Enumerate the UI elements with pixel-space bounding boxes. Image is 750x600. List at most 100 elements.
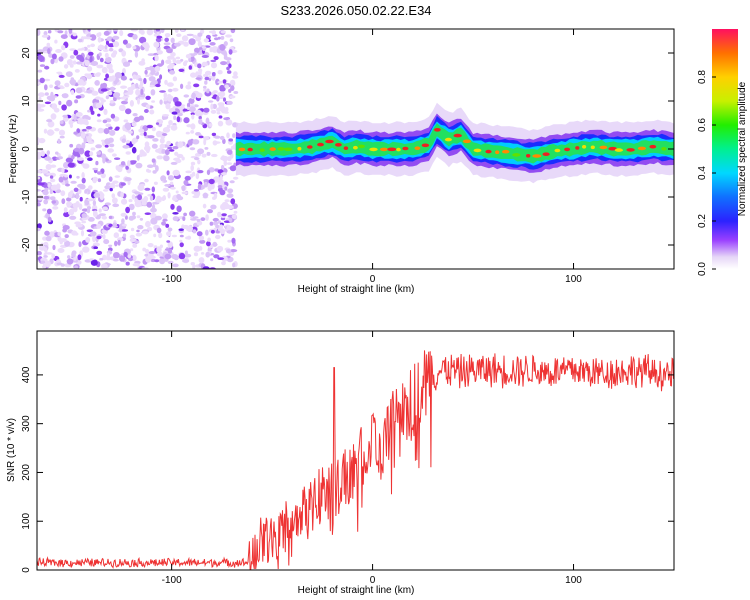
ridge-band xyxy=(235,123,674,164)
noise-speck xyxy=(37,151,42,158)
noise-speck xyxy=(69,215,77,220)
noise-speck xyxy=(201,185,205,189)
noise-speck xyxy=(120,191,124,198)
noise-speck xyxy=(103,108,108,115)
noise-speck xyxy=(86,66,93,72)
noise-speck xyxy=(195,173,200,180)
noise-speck xyxy=(50,58,55,65)
noise-speck xyxy=(176,153,184,159)
noise-speck xyxy=(197,63,202,69)
noise-speck xyxy=(156,251,164,257)
noise-speck xyxy=(210,109,217,114)
noise-speck xyxy=(145,146,150,154)
noise-speck xyxy=(41,34,49,38)
noise-speck xyxy=(94,80,100,86)
noise-speck xyxy=(107,43,115,48)
noise-speck xyxy=(226,149,233,155)
noise-speck xyxy=(118,104,126,112)
noise-speck xyxy=(144,67,152,71)
ridge-hotspot xyxy=(247,147,253,152)
noise-speck xyxy=(128,130,133,134)
noise-speck xyxy=(161,133,168,136)
noise-speck xyxy=(155,165,159,172)
noise-speck xyxy=(69,123,73,129)
noise-speck xyxy=(178,228,184,231)
noise-speck xyxy=(207,237,211,242)
noise-speck xyxy=(108,215,113,219)
noise-speck xyxy=(220,203,227,211)
noise-speck xyxy=(147,135,155,139)
noise-speck xyxy=(73,114,77,121)
noise-speck xyxy=(70,190,74,195)
noise-speck xyxy=(149,109,155,115)
noise-speck xyxy=(78,241,82,248)
noise-speck xyxy=(68,174,72,179)
noise-speck xyxy=(221,213,227,217)
noise-speck xyxy=(95,96,101,100)
noise-speck xyxy=(123,251,128,258)
noise-speck xyxy=(69,55,75,59)
noise-speck xyxy=(38,92,45,98)
noise-speck xyxy=(164,184,171,187)
noise-speck xyxy=(151,203,156,211)
noise-speck xyxy=(93,246,98,249)
noise-speck xyxy=(74,265,79,269)
noise-speck xyxy=(100,173,106,179)
noise-speck xyxy=(119,96,127,100)
ridge-hotspot xyxy=(358,144,365,149)
noise-speck xyxy=(181,191,188,195)
noise-speck xyxy=(87,109,91,113)
noise-speck xyxy=(162,213,168,220)
noise-speck xyxy=(153,233,157,238)
noise-speck xyxy=(218,220,221,224)
noise-speck xyxy=(190,164,194,172)
ridge-hotspot xyxy=(599,145,608,150)
x-tick-label: 100 xyxy=(565,575,582,586)
ridge-hotspot xyxy=(614,148,624,152)
noise-speck xyxy=(193,83,200,88)
noise-speck xyxy=(43,199,49,205)
noise-speck xyxy=(93,192,101,198)
noise-speck xyxy=(130,29,138,32)
noise-speck xyxy=(108,126,113,130)
noise-speck xyxy=(73,131,78,135)
noise-speck xyxy=(144,212,151,215)
noise-speck xyxy=(168,120,173,126)
noise-speck xyxy=(112,41,120,48)
noise-speck xyxy=(102,157,106,164)
noise-speck xyxy=(192,139,200,145)
noise-speck xyxy=(65,157,74,163)
noise-speck xyxy=(224,84,229,89)
noise-speck xyxy=(121,229,129,232)
noise-speck xyxy=(132,243,138,248)
noise-speck xyxy=(166,48,173,54)
noise-speck xyxy=(208,75,213,79)
ridge-hotspot xyxy=(649,144,657,149)
noise-speck xyxy=(112,222,118,227)
noise-speck xyxy=(132,263,140,267)
top-x-ticks: -100 0 100 xyxy=(162,29,582,285)
noise-speck xyxy=(56,71,62,75)
noise-speck xyxy=(203,179,210,182)
noise-speck xyxy=(55,151,59,155)
noise-speck xyxy=(119,255,126,262)
noise-speck xyxy=(135,82,139,89)
noise-speck xyxy=(61,93,69,99)
noise-speck xyxy=(87,116,91,120)
noise-speck xyxy=(185,84,192,90)
noise-speck xyxy=(88,185,93,191)
noise-speck xyxy=(92,200,97,206)
x-tick-label: 100 xyxy=(565,274,582,285)
noise-speck xyxy=(135,232,143,237)
noise-speck xyxy=(106,29,111,32)
noise-speck xyxy=(45,164,52,170)
noise-speck xyxy=(199,239,206,244)
noise-speck xyxy=(220,179,225,187)
noise-speck xyxy=(103,189,109,192)
noise-speck xyxy=(209,42,216,46)
noise-speck xyxy=(66,99,73,107)
noise-speck xyxy=(86,89,93,94)
noise-speck xyxy=(211,30,216,36)
noise-speck xyxy=(218,91,226,97)
noise-speck xyxy=(151,158,156,163)
